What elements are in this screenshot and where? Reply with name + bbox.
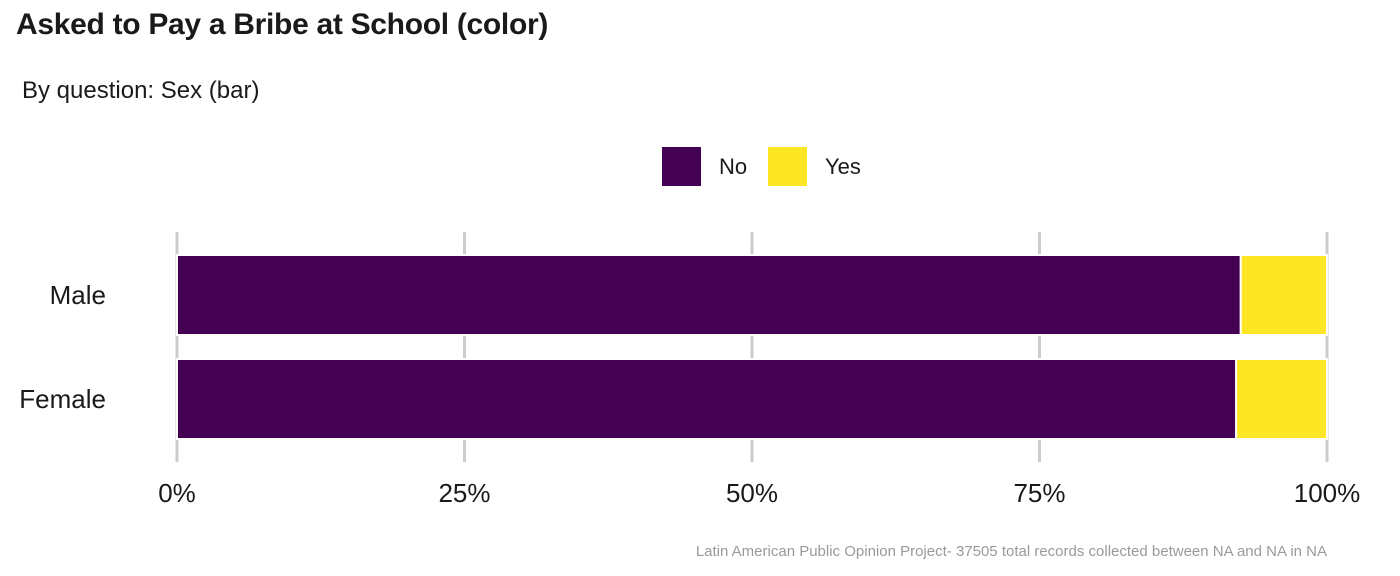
x-tick-label: 50% <box>726 478 778 508</box>
x-tick-label: 25% <box>438 478 490 508</box>
legend-label: No <box>719 154 747 179</box>
legend-swatch-no <box>662 147 701 186</box>
x-tick-label: 75% <box>1013 478 1065 508</box>
category-labels: Male Female <box>19 280 106 414</box>
chart-subtitle: By question: Sex (bar) <box>22 77 260 104</box>
bar-female-yes <box>1235 358 1329 440</box>
category-label: Male <box>50 280 106 310</box>
bar-male-yes <box>1239 254 1328 336</box>
bars <box>176 254 1329 440</box>
category-label: Female <box>19 384 106 414</box>
legend-swatch-yes <box>768 147 807 186</box>
chart-title: Asked to Pay a Bribe at School (color) <box>16 8 549 41</box>
legend: No Yes <box>662 147 861 186</box>
chart-caption: Latin American Public Opinion Project- 3… <box>695 543 1327 560</box>
x-tick-label: 0% <box>158 478 196 508</box>
x-tick-labels: 0% 25% 50% 75% 100% <box>158 478 1360 508</box>
x-tick-label: 100% <box>1294 478 1361 508</box>
legend-label: Yes <box>825 154 861 179</box>
bar-female-no <box>176 358 1238 440</box>
bar-male-no <box>176 254 1242 336</box>
